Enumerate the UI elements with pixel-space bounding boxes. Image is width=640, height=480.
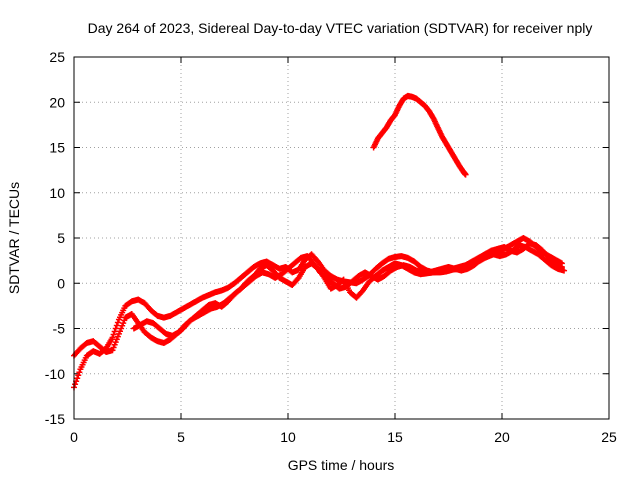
- y-tick-label: -10: [45, 366, 65, 382]
- data-point: [114, 319, 121, 326]
- x-tick-label: 10: [280, 429, 296, 445]
- y-axis-title: SDTVAR / TECUs: [6, 182, 22, 294]
- plot-frame: [73, 56, 610, 420]
- tick-labels: 0 5 10 15 20 25 -15 -10 -5 0 5 10 15 20 25: [45, 49, 617, 445]
- data-point: [462, 171, 469, 178]
- data-point: [110, 331, 117, 338]
- data-point: [111, 328, 118, 335]
- y-tick-label: 5: [57, 230, 65, 246]
- x-tick-label: 15: [387, 429, 403, 445]
- data-point: [113, 322, 120, 329]
- grid: [74, 57, 609, 419]
- y-tick-label: 0: [57, 275, 65, 291]
- data-point: [76, 369, 83, 376]
- chart-title: Day 264 of 2023, Sidereal Day-to-day VTE…: [88, 20, 593, 36]
- x-axis-title: GPS time / hours: [288, 457, 395, 473]
- data-point: [72, 381, 79, 388]
- data-point: [112, 325, 119, 332]
- data-point: [561, 267, 568, 274]
- y-tick-label: 25: [49, 49, 65, 65]
- y-tick-label: -15: [45, 411, 65, 427]
- y-tick-label: 10: [49, 185, 65, 201]
- y-tick-label: 20: [49, 94, 65, 110]
- x-tick-label: 0: [70, 429, 78, 445]
- data-point: [74, 375, 81, 382]
- data-point: [75, 372, 82, 379]
- data-points: [71, 92, 568, 391]
- x-tick-label: 5: [177, 429, 185, 445]
- data-point: [109, 334, 116, 341]
- y-tick-label: 15: [49, 140, 65, 156]
- y-tick-label: -5: [53, 321, 66, 337]
- data-point: [294, 276, 301, 283]
- x-tick-label: 25: [601, 429, 617, 445]
- x-tick-label: 20: [494, 429, 510, 445]
